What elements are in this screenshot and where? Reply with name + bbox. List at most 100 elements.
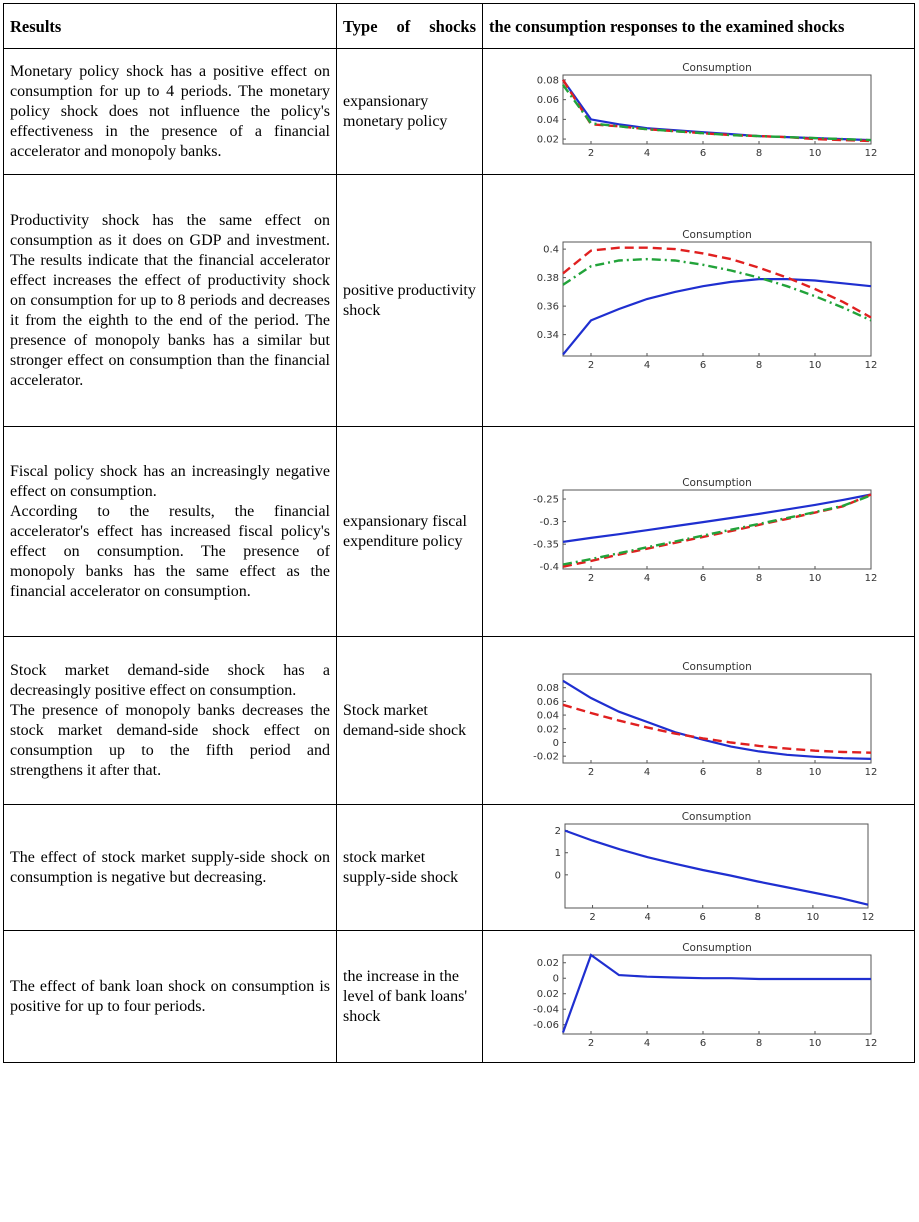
series-line <box>561 84 871 142</box>
y-tick-label: 0.06 <box>536 95 558 106</box>
x-tick-label: 10 <box>808 767 821 778</box>
y-tick-label: 0.08 <box>536 75 558 86</box>
result-cell: Productivity shock has the same effect o… <box>3 174 337 427</box>
x-tick-label: 10 <box>808 573 821 584</box>
y-tick-label: 0.34 <box>536 330 558 341</box>
x-tick-label: 6 <box>699 767 705 778</box>
result-cell: The effect of bank loan shock on consump… <box>3 930 337 1063</box>
result-text: Stock market demand-side shock has a dec… <box>10 661 330 699</box>
consumption-chart: Consumption 2 4 6 8 10 12 0.02 0.04 0.06 0.08 <box>536 62 877 159</box>
series-line <box>562 493 871 543</box>
series-line <box>561 246 872 319</box>
y-tick-label: 0.02 <box>536 135 558 146</box>
shock-type: expansionary monetary policy <box>336 48 483 175</box>
plot-frame <box>562 241 871 356</box>
x-tick-label: 4 <box>643 148 649 159</box>
x-tick-label: 4 <box>644 912 650 923</box>
x-tick-label: 12 <box>864 1038 877 1049</box>
chart-title: Consumption <box>682 811 752 823</box>
chart-title: Consumption <box>682 661 752 673</box>
result-text: Monetary policy shock has a positive eff… <box>10 62 330 160</box>
chart-title: Consumption <box>682 942 752 954</box>
y-tick-label: -0.3 <box>539 517 559 528</box>
chart-cell: Consumption 2 4 6 8 10 12 2 1 0 <box>482 804 915 931</box>
plot-frame <box>562 74 871 145</box>
result-cell: Monetary policy shock has a positive eff… <box>3 48 337 175</box>
x-tick-label: 12 <box>864 360 877 371</box>
result-text: Productivity shock has the same effect o… <box>10 211 330 389</box>
header-type: Type of shocks <box>336 3 483 49</box>
table-row: Fiscal policy shock has an increasingly … <box>3 426 915 637</box>
series-line <box>561 79 871 142</box>
shock-type: the increase in the level of bank loans'… <box>336 930 483 1063</box>
result-text: The presence of monopoly banks decreases… <box>10 701 330 779</box>
x-tick-label: 8 <box>755 1038 761 1049</box>
result-cell: Fiscal policy shock has an increasingly … <box>3 426 337 637</box>
x-tick-label: 12 <box>864 767 877 778</box>
chart-cell: Consumption 2 4 6 8 10 12 0.02 0.04 0.06 0.08 <box>482 48 915 175</box>
y-tick-label: 0.36 <box>536 301 558 312</box>
y-tick-label: 1 <box>555 848 561 859</box>
y-tick-label: 0.4 <box>543 244 559 255</box>
result-text: The effect of stock market supply-side s… <box>10 848 330 886</box>
x-tick-label: 2 <box>587 360 593 371</box>
x-tick-label: 10 <box>808 360 821 371</box>
x-tick-label: 8 <box>755 148 761 159</box>
y-tick-label: 0 <box>552 974 558 985</box>
x-tick-label: 2 <box>587 1038 593 1049</box>
chart-cell: Consumption 2 4 6 8 10 12 0.34 0.36 0.38 0.4 <box>482 174 915 427</box>
x-tick-label: 6 <box>700 912 706 923</box>
y-tick-label: -0.25 <box>533 495 559 506</box>
chart-title: Consumption <box>682 477 752 489</box>
consumption-chart: Consumption 2 4 6 8 10 12 0.08 0.06 0.04 0.02 0 -0.0… <box>533 661 877 778</box>
x-tick-label: 12 <box>862 912 875 923</box>
plot-frame <box>564 823 869 908</box>
table-row: Productivity shock has the same effect o… <box>3 174 915 427</box>
chart-cell: Consumption 2 4 6 8 10 12 -0.25 -0.3 -0.35 -0.4 <box>482 426 915 637</box>
chart-title: Consumption <box>682 229 752 241</box>
series-line <box>562 494 871 566</box>
result-cell: Stock market demand-side shock has a dec… <box>3 636 337 805</box>
chart-title: Consumption <box>682 62 752 74</box>
y-tick-label: 2 <box>555 826 561 837</box>
x-tick-label: 12 <box>864 148 877 159</box>
shock-type: stock market supply-side shock <box>336 804 483 931</box>
series-line <box>564 829 869 906</box>
table-body: Monetary policy shock has a positive eff… <box>3 48 915 1063</box>
series-line <box>561 953 871 1033</box>
y-tick-label: 0.02 <box>536 989 558 1000</box>
x-tick-label: 2 <box>587 767 593 778</box>
x-tick-label: 4 <box>643 767 649 778</box>
y-tick-label: -0.4 <box>539 562 559 573</box>
result-cell: The effect of stock market supply-side s… <box>3 804 337 931</box>
shock-type: expansionary fiscal expenditure policy <box>336 426 483 637</box>
y-tick-label: 0.04 <box>536 115 558 126</box>
header-responses: the consumption responses to the examine… <box>482 3 915 49</box>
y-tick-label: 0.04 <box>536 711 558 722</box>
x-tick-label: 2 <box>589 912 595 923</box>
x-tick-label: 4 <box>643 1038 649 1049</box>
consumption-chart: Consumption 2 4 6 8 10 12 -0.25 -0.3 -0.35 -0.4 <box>533 477 877 584</box>
result-text: Fiscal policy shock has an increasingly … <box>10 462 330 500</box>
plot-frame <box>562 489 871 570</box>
y-tick-label: 0.06 <box>536 697 558 708</box>
x-tick-label: 8 <box>755 360 761 371</box>
x-tick-label: 6 <box>699 573 705 584</box>
consumption-chart: Consumption 2 4 6 8 10 12 0.34 0.36 0.38 0.4 <box>536 229 877 371</box>
y-tick-label: -0.04 <box>533 1005 559 1016</box>
y-tick-label: 0 <box>552 738 558 749</box>
y-tick-label: 0 <box>555 870 561 881</box>
x-tick-label: 2 <box>587 148 593 159</box>
y-tick-label: -0.35 <box>533 540 559 551</box>
result-text: According to the results, the financial … <box>10 502 330 600</box>
x-tick-label: 6 <box>699 360 705 371</box>
table-row: Stock market demand-side shock has a dec… <box>3 636 915 805</box>
x-tick-label: 10 <box>808 148 821 159</box>
x-tick-label: 8 <box>755 767 761 778</box>
x-tick-label: 10 <box>807 912 820 923</box>
x-tick-label: 8 <box>755 912 761 923</box>
x-tick-label: 6 <box>699 1038 705 1049</box>
y-tick-label: 0.02 <box>536 958 558 969</box>
x-tick-label: 12 <box>864 573 877 584</box>
series-line <box>562 703 871 754</box>
